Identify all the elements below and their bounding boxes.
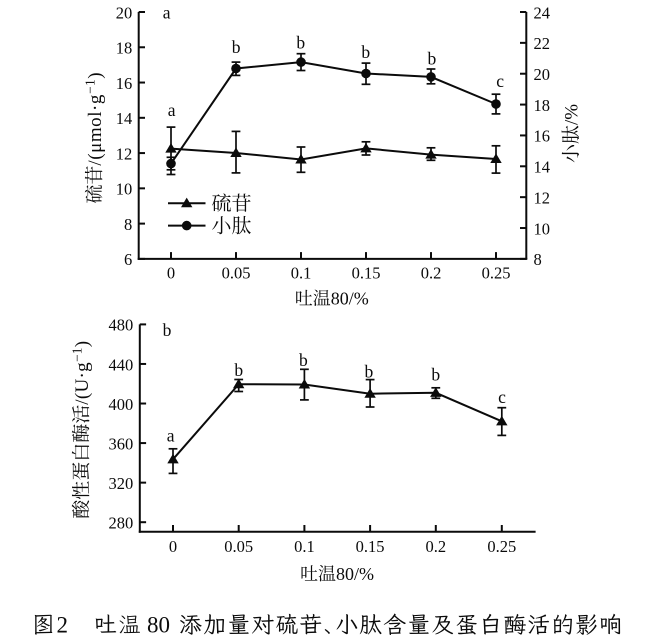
- svg-text:0.05: 0.05: [224, 537, 253, 556]
- svg-text:18: 18: [534, 96, 551, 115]
- svg-text:b: b: [296, 32, 305, 52]
- svg-text:20: 20: [534, 65, 551, 84]
- svg-text:12: 12: [534, 188, 551, 207]
- svg-text:b: b: [232, 37, 241, 57]
- svg-text:8: 8: [534, 250, 542, 269]
- svg-text:0.05: 0.05: [222, 264, 251, 283]
- svg-text:b: b: [361, 42, 370, 62]
- svg-text:14: 14: [116, 109, 133, 128]
- svg-text:0.25: 0.25: [487, 537, 516, 556]
- svg-text:c: c: [498, 387, 506, 407]
- svg-text:18: 18: [116, 39, 133, 58]
- svg-text:280: 280: [109, 514, 134, 533]
- svg-text:320: 320: [109, 474, 134, 493]
- svg-text:440: 440: [109, 355, 134, 374]
- svg-text:24: 24: [534, 3, 551, 22]
- svg-text:b: b: [163, 320, 172, 340]
- svg-text:16: 16: [116, 74, 133, 93]
- svg-text:0.1: 0.1: [294, 537, 315, 556]
- svg-text:a: a: [167, 426, 175, 446]
- svg-text:400: 400: [109, 395, 134, 414]
- svg-text:0.2: 0.2: [421, 264, 442, 283]
- svg-text:6: 6: [124, 250, 132, 269]
- svg-text:20: 20: [116, 3, 133, 22]
- svg-text:80: 80: [147, 613, 170, 638]
- svg-text:0.15: 0.15: [356, 537, 385, 556]
- svg-text:/%: /%: [562, 104, 583, 125]
- svg-text:b: b: [431, 364, 440, 384]
- svg-text:b: b: [299, 350, 308, 370]
- svg-text:22: 22: [534, 34, 551, 53]
- svg-text:c: c: [496, 71, 504, 91]
- svg-text:0: 0: [167, 264, 175, 283]
- svg-text:0.1: 0.1: [291, 264, 312, 283]
- svg-text:2: 2: [56, 613, 68, 638]
- svg-text:0.2: 0.2: [425, 537, 446, 556]
- svg-text:80/%: 80/%: [331, 289, 369, 309]
- svg-text:14: 14: [534, 158, 551, 177]
- svg-text:/(U·g−1): /(U·g−1): [70, 341, 93, 405]
- svg-text:b: b: [365, 361, 374, 381]
- svg-text:/(μmol·g−1): /(μmol·g−1): [83, 72, 106, 166]
- svg-text:480: 480: [109, 316, 134, 335]
- svg-text:360: 360: [109, 434, 134, 453]
- svg-text:a: a: [163, 3, 171, 23]
- svg-text:b: b: [428, 49, 437, 69]
- svg-text:10: 10: [534, 219, 551, 238]
- svg-text:0: 0: [169, 537, 177, 556]
- svg-text:10: 10: [116, 180, 133, 199]
- svg-text:80/%: 80/%: [336, 564, 374, 584]
- svg-text:b: b: [234, 360, 243, 380]
- svg-text:a: a: [168, 100, 176, 120]
- svg-text:16: 16: [534, 127, 551, 146]
- svg-text:0.15: 0.15: [352, 264, 381, 283]
- svg-text:12: 12: [116, 144, 133, 163]
- svg-text:0.25: 0.25: [482, 264, 511, 283]
- svg-text:8: 8: [124, 215, 132, 234]
